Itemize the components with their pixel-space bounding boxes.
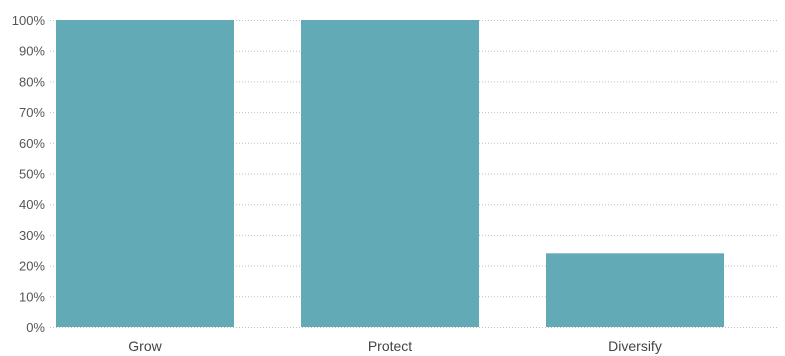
y-tick-label: 90% [19,44,45,59]
y-tick-label: 10% [19,289,45,304]
bar-diversify [546,253,724,327]
x-category-label: Grow [128,338,162,354]
y-axis-tick-labels: 0% 10% 20% 30% 40% 50% 60% 70% 80% 90% 100% [12,13,46,335]
y-tick-label: 50% [19,167,45,182]
y-tick-label: 40% [19,197,45,212]
y-tick-label: 60% [19,136,45,151]
y-tick-label: 30% [19,228,45,243]
y-tick-label: 80% [19,74,45,89]
bars [56,20,724,327]
x-category-label: Diversify [608,338,662,354]
bar-grow [56,20,234,327]
bar-protect [301,20,479,327]
x-category-label: Protect [368,338,412,354]
y-tick-label: 100% [12,13,46,28]
y-tick-label: 20% [19,259,45,274]
y-tick-label: 0% [26,320,45,335]
y-tick-label: 70% [19,105,45,120]
x-axis-category-labels: Grow Protect Diversify [128,338,662,354]
